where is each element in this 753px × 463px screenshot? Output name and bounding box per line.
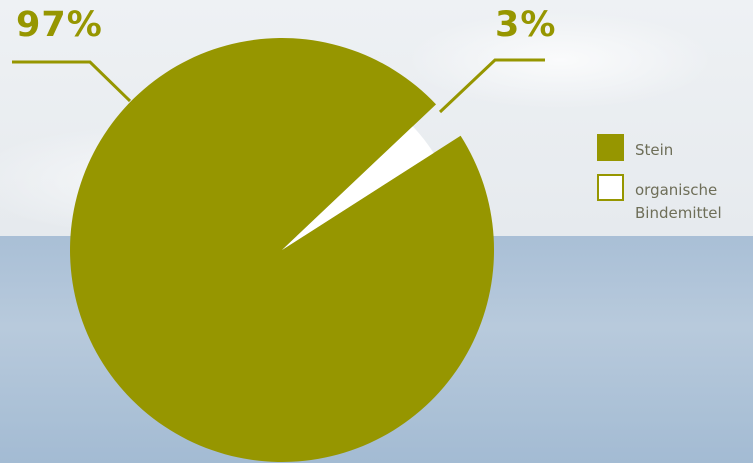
leader-line-binder — [438, 58, 545, 114]
legend-label-binder: organische Bindemittel — [635, 181, 722, 222]
legend-label-stone: Stein — [635, 141, 674, 159]
pie-slice-stone — [70, 38, 495, 463]
slice-label-stone: 97% — [16, 5, 103, 45]
slice-label-binder: 3% — [495, 5, 557, 45]
leader-line-stone — [12, 60, 132, 103]
pie-slice-binder — [282, 126, 434, 250]
legend-swatch-stone — [597, 134, 624, 161]
legend-swatch-binder — [597, 174, 624, 201]
